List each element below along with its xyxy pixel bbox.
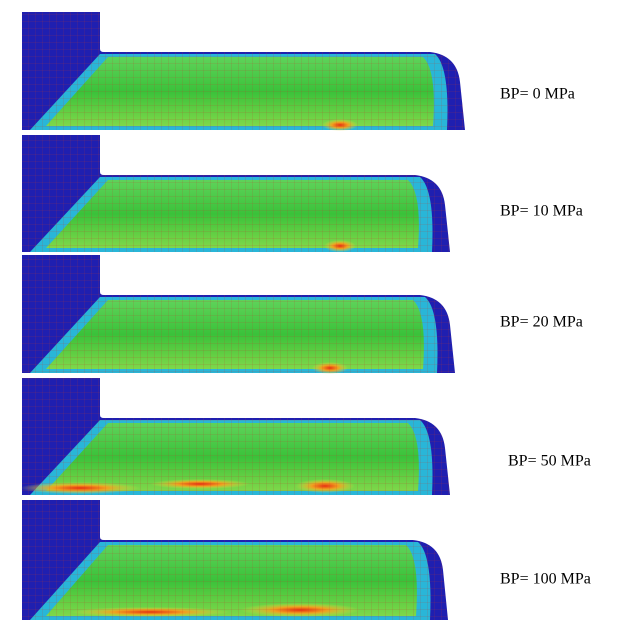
fem-panel: BP= 20 MPa <box>22 255 583 374</box>
mesh-grid <box>22 378 450 495</box>
mesh-grid <box>22 135 450 252</box>
fem-panel: BP= 50 MPa <box>20 378 591 495</box>
pressure-label: BP= 50 MPa <box>508 453 591 470</box>
mesh-grid <box>22 12 465 130</box>
fem-panel: BP= 0 MPa <box>22 12 575 131</box>
pressure-label: BP= 100 MPa <box>500 571 591 588</box>
fem-panel: BP= 10 MPa <box>22 135 583 252</box>
pressure-label: BP= 0 MPa <box>500 86 575 103</box>
mesh-grid <box>22 500 448 620</box>
pressure-label: BP= 20 MPa <box>500 314 583 331</box>
panels: BP= 0 MPa BP= 10 MPa BP= 20 MPa BP= 50 MPa B… <box>20 12 591 620</box>
mesh-grid <box>22 255 455 373</box>
fem-panel: BP= 100 MPa <box>22 500 591 620</box>
pressure-label: BP= 10 MPa <box>500 203 583 220</box>
